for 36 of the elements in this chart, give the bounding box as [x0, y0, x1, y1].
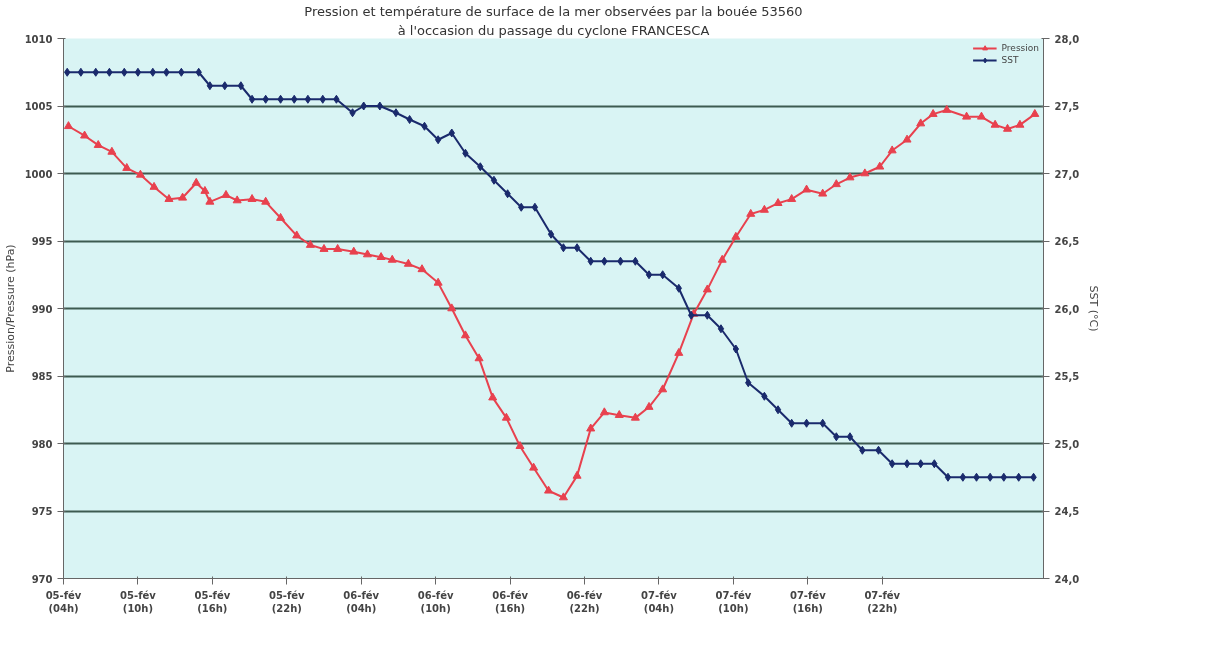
chart-subtitle: à l'occasion du passage du cyclone FRANCESCA — [397, 22, 710, 38]
y-tick-label: 1005 — [24, 101, 53, 112]
legend-label: SST — [1001, 54, 1020, 66]
x-tick-label: 07-fév (22h) — [864, 589, 901, 614]
y-tick-label: 995 — [31, 236, 53, 247]
y-tick-label: 970 — [31, 573, 53, 585]
y-tick-label: 1000 — [24, 168, 53, 180]
x-tick-label: 05-fév (10h) — [120, 589, 157, 614]
x-tick-label: 07-fév (04h) — [641, 589, 678, 614]
y2-axis-title: SST (°C) — [1087, 285, 1101, 332]
x-tick-label: 06-fév (16h) — [492, 589, 529, 614]
x-tick-label: 07-fév (10h) — [715, 589, 752, 614]
y2-tick-label: 28,0 — [1054, 33, 1080, 45]
y2-tick-label: 24,5 — [1054, 506, 1080, 517]
x-tick-label: 07-fév (16h) — [789, 589, 827, 614]
legend-label: Pression — [1001, 42, 1039, 54]
x-tick-label: 06-fév (22h) — [566, 589, 603, 614]
y-tick-label: 985 — [31, 371, 53, 382]
y2-tick-label: 25,0 — [1054, 438, 1080, 450]
x-tick-label: 06-fév (04h) — [343, 589, 380, 614]
y2-tick-label: 26,5 — [1054, 236, 1080, 247]
y-tick-label: 1010 — [24, 33, 53, 45]
y2-tick-label: 27,0 — [1054, 168, 1080, 180]
y2-tick-label: 24,0 — [1054, 573, 1080, 585]
x-tick-label: 05-fév (22h) — [268, 589, 306, 614]
y-tick-label: 990 — [31, 303, 53, 315]
y-tick-label: 975 — [31, 506, 53, 517]
x-tick-label: 05-fév (04h) — [45, 589, 82, 614]
chart-title: Pression et température de surface de la mer observées par la bouée 53560 — [304, 3, 803, 19]
y-axis-title: Pression/Pressure (hPa) — [3, 244, 17, 373]
y2-tick-label: 25,5 — [1054, 371, 1080, 382]
y2-tick-label: 27,5 — [1054, 101, 1080, 112]
y-tick-label: 980 — [31, 438, 53, 450]
x-tick-label: 05-fév (16h) — [194, 589, 231, 614]
y2-tick-label: 26,0 — [1054, 303, 1080, 315]
x-tick-label: 06-fév (10h) — [417, 589, 454, 614]
